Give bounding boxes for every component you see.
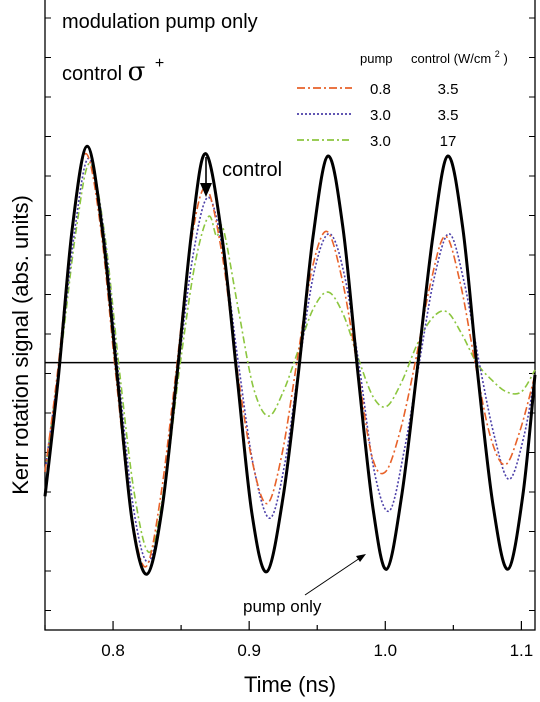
legend-header-close: ) <box>503 51 507 66</box>
legend-pump-value: 3.0 <box>370 133 391 150</box>
series-layer <box>43 144 537 576</box>
legend-header-control-text: control (W/cm <box>411 51 491 66</box>
series-line-3 <box>44 162 536 553</box>
legend-control-value: 17 <box>440 133 457 150</box>
plot-frame <box>44 0 536 631</box>
legend-header-pump: pump <box>360 51 393 66</box>
control-prefix: control <box>62 63 128 85</box>
x-tick-label: 1.1 <box>510 641 534 660</box>
pump-only-arrow <box>304 554 366 596</box>
legend-pump-value: 3.0 <box>370 107 391 124</box>
legend: pump control (W/cm 2 ) 0.8 3.5 3.0 3.5 3.0 17 <box>297 45 508 150</box>
legend-control-value: 3.5 <box>438 81 459 98</box>
x-tick-label: 1.0 <box>373 641 397 660</box>
tick-marks <box>44 17 535 630</box>
legend-header-control: control (W/cm 2 ) <box>411 45 508 66</box>
pump-only-label: pump only <box>243 597 322 616</box>
control-arrow-label: control <box>222 159 282 181</box>
control-arrow <box>200 157 212 197</box>
legend-header-sup: 2 <box>495 49 500 59</box>
legend-pump-value: 0.8 <box>370 81 391 98</box>
sigma-plus: + <box>155 55 164 72</box>
legend-rows: 0.8 3.5 3.0 3.5 3.0 17 <box>297 81 458 150</box>
legend-control-value: 3.5 <box>438 107 459 124</box>
sigma-symbol: σ <box>128 57 146 87</box>
annotation-control-sigma: control σ + <box>62 55 164 87</box>
series-pump-only-line <box>43 144 537 576</box>
x-tick-label: 0.8 <box>101 641 125 660</box>
annotation-modulation: modulation pump only <box>62 11 258 33</box>
x-axis-label: Time (ns) <box>244 672 336 697</box>
x-tick-labels: 0.8 0.9 1.0 1.1 <box>101 641 533 660</box>
y-axis-label: Kerr rotation signal (abs. units) <box>8 195 33 495</box>
x-tick-label: 0.9 <box>237 641 261 660</box>
